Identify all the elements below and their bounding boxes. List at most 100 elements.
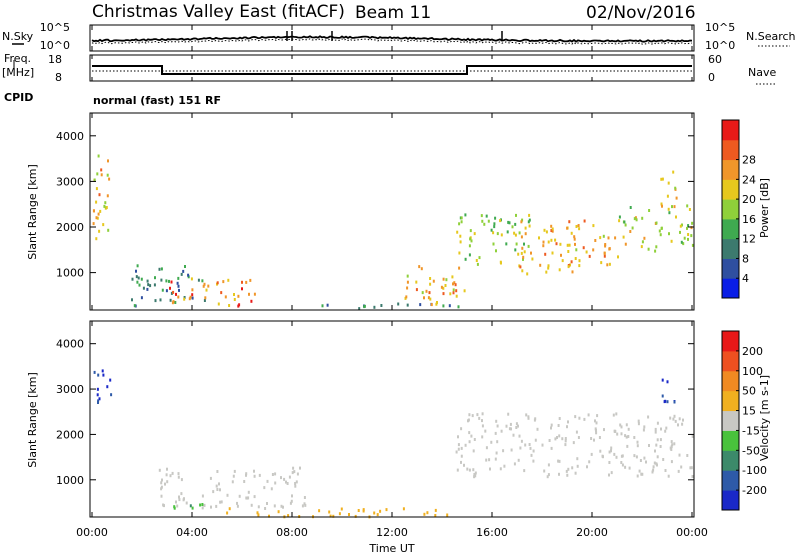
power-gate [96,216,99,220]
power-gate [526,272,529,276]
velocity-gate [663,400,666,404]
velocity-gate [472,468,475,472]
power-gate [425,289,428,293]
power-swatch [722,159,739,180]
power-gate [98,193,101,197]
power-gate [469,229,472,233]
x-tick-label: 08:00 [276,526,308,539]
power-gate [249,278,252,282]
velocity-gate [354,514,357,518]
velocity-gate [466,467,469,471]
velocity-gate [620,425,623,429]
power-gate [602,234,605,238]
power-gate [468,244,471,248]
power-gate [691,221,694,225]
power-gate [521,218,524,222]
power-gate [648,209,651,212]
power-gate [480,214,483,218]
velocity-gate [220,500,223,504]
power-gate [655,245,658,249]
power-ytick-label: 3000 [56,175,84,188]
power-gate [658,229,661,233]
velocity-gate [162,503,165,507]
power-gate [675,215,677,219]
power-gate [574,257,577,260]
velocity-swatch [722,370,739,392]
velocity-gate [180,492,183,496]
velocity-cbar-label: Velocity [m s-1] [758,375,771,461]
velocity-gate [294,482,297,485]
velocity-gate [245,496,248,500]
velocity-cbar-tick-label: 50 [742,385,756,398]
power-gate [373,305,376,309]
velocity-gate [481,424,484,428]
power-gate [175,292,177,296]
power-gate [460,220,463,224]
velocity-gate [499,467,502,471]
power-gate [170,291,173,295]
power-gate [570,231,573,235]
velocity-gate [662,458,665,461]
power-gate [675,196,678,200]
power-gate [476,262,479,266]
power-gate [428,291,431,295]
velocity-gate [160,485,163,489]
velocity-gate [93,370,96,374]
velocity-gate [673,414,676,418]
velocity-gate [96,393,99,397]
power-gate [588,254,591,258]
velocity-gate [558,417,561,420]
velocity-swatch [722,410,739,431]
velocity-gate [594,419,596,423]
velocity-gate [481,412,484,416]
velocity-gate [656,438,659,442]
noise-tick-bottom-right: 10^0 [705,39,735,52]
power-gate [679,224,682,228]
power-gate [660,202,663,206]
velocity-gate [232,474,235,478]
power-gate [655,221,658,225]
power-gate [674,186,677,190]
velocity-gate [379,509,382,513]
velocity-swatch [722,430,739,451]
velocity-gate [652,468,655,472]
power-gate [515,242,518,246]
power-gate [531,257,534,261]
power-gate [149,284,152,288]
velocity-gate [201,503,204,506]
velocity-gate [274,481,277,485]
power-gate [561,259,564,263]
velocity-gate [557,459,560,463]
power-gate [184,265,186,268]
power-yticks: 1000 2000 3000 4000 [56,130,694,280]
velocity-gate [532,449,535,453]
velocity-gate [496,440,499,444]
velocity-gate [557,424,560,427]
velocity-gate [598,436,601,439]
power-gate [578,259,581,263]
velocity-gate [666,380,669,384]
velocity-gate [175,500,177,504]
velocity-gate [532,459,535,463]
power-gate [687,224,690,228]
velocity-swatch [722,470,739,491]
velocity-gate [263,486,266,490]
velocity-gate [473,475,476,479]
velocity-gate [177,475,180,479]
cpid-label: CPID [4,91,33,104]
velocity-gate [468,440,471,444]
nsky-trace [91,35,693,43]
velocity-gate [636,444,639,448]
power-gate [183,297,186,301]
power-gate [102,223,105,227]
velocity-gate [268,514,270,518]
power-gate [607,236,610,240]
velocity-gate [546,475,549,479]
velocity-gate [109,378,112,382]
power-gate [668,232,670,236]
velocity-gate [510,427,512,431]
velocity-gate [608,461,611,464]
velocity-gate [290,499,293,503]
velocity-gate [464,443,467,447]
